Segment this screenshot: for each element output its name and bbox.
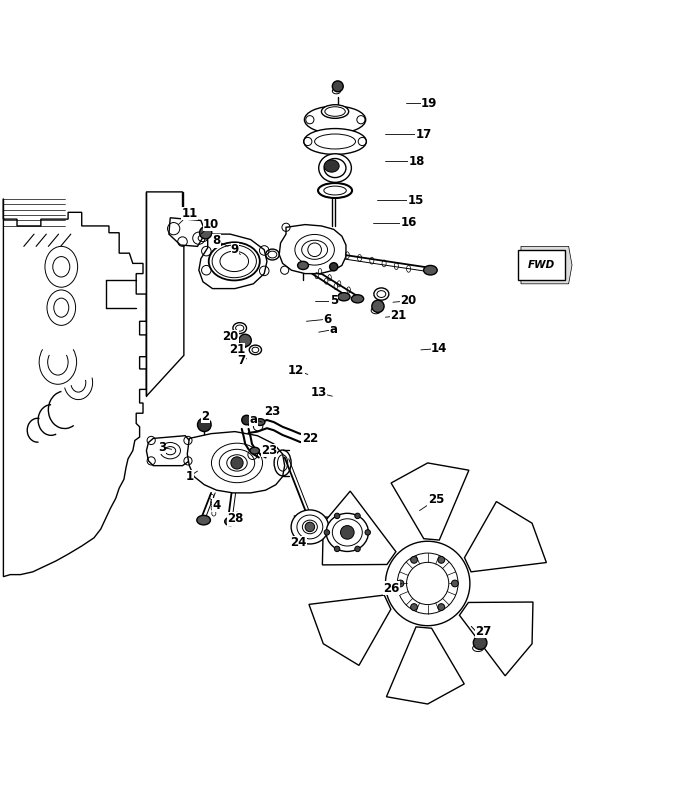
Text: 21: 21 [390,310,407,322]
Text: 20: 20 [222,330,238,343]
Ellipse shape [225,517,236,526]
Ellipse shape [304,128,366,155]
Ellipse shape [326,513,368,551]
Circle shape [372,300,384,313]
Text: 7: 7 [238,355,246,368]
Polygon shape [391,463,469,540]
Circle shape [242,415,251,425]
Circle shape [365,530,370,535]
Ellipse shape [424,265,437,275]
Circle shape [397,580,404,587]
Circle shape [334,546,340,551]
Text: 24: 24 [290,536,306,549]
Text: 18: 18 [409,155,425,168]
Text: 23: 23 [264,405,281,418]
Text: 19: 19 [421,97,437,110]
Polygon shape [386,627,464,704]
Ellipse shape [304,106,366,133]
Circle shape [231,457,243,469]
Text: 20: 20 [400,294,417,307]
Text: 16: 16 [400,216,417,229]
Ellipse shape [351,295,364,303]
Ellipse shape [324,160,339,172]
Polygon shape [279,225,346,273]
Circle shape [332,81,343,92]
Ellipse shape [338,293,350,301]
Circle shape [340,526,354,539]
Polygon shape [521,247,572,284]
Text: FWD: FWD [528,260,555,270]
Ellipse shape [291,510,329,544]
Text: 1: 1 [185,470,193,483]
Polygon shape [460,602,533,675]
Text: 26: 26 [383,582,400,595]
Ellipse shape [321,105,349,118]
Circle shape [385,542,470,625]
Polygon shape [464,501,546,571]
Text: 8: 8 [212,235,221,247]
Circle shape [355,513,360,518]
Ellipse shape [255,418,265,426]
Text: 10: 10 [203,218,219,231]
Polygon shape [3,199,146,576]
Polygon shape [146,436,192,466]
Circle shape [330,263,338,271]
Circle shape [324,530,330,535]
Circle shape [438,604,445,610]
Polygon shape [169,218,206,247]
Polygon shape [199,234,267,289]
Ellipse shape [324,159,346,177]
Text: 22: 22 [302,432,318,445]
Bar [518,250,565,280]
Text: 6: 6 [323,313,331,326]
Text: 28: 28 [227,513,243,526]
Text: 11: 11 [181,207,197,220]
Ellipse shape [250,447,259,454]
Text: 23: 23 [261,444,277,457]
Circle shape [334,513,340,518]
Text: 27: 27 [475,625,492,638]
Circle shape [473,636,487,650]
Text: a: a [249,413,257,426]
Polygon shape [146,192,184,397]
Polygon shape [309,595,391,666]
Text: 12: 12 [288,364,304,377]
Text: 5: 5 [330,294,338,307]
Polygon shape [322,491,396,565]
Circle shape [411,604,417,610]
Polygon shape [187,431,285,493]
Text: 25: 25 [428,493,444,506]
Text: 2: 2 [202,410,210,423]
Ellipse shape [52,256,69,277]
Ellipse shape [45,247,78,287]
Circle shape [197,418,211,431]
Circle shape [239,334,251,347]
Circle shape [438,556,445,563]
Ellipse shape [54,298,69,318]
Text: 21: 21 [229,343,245,356]
Circle shape [200,226,212,239]
Circle shape [305,522,315,532]
Text: 14: 14 [431,342,447,355]
Text: 17: 17 [415,127,432,140]
Circle shape [411,556,417,563]
Text: a: a [330,323,338,336]
Text: 3: 3 [158,441,166,454]
Ellipse shape [47,290,76,326]
Ellipse shape [319,154,351,182]
Text: 15: 15 [407,193,424,206]
Circle shape [452,580,458,587]
Text: 4: 4 [212,499,221,512]
Text: 13: 13 [311,386,327,399]
Text: 9: 9 [231,243,239,256]
Circle shape [355,546,360,551]
Ellipse shape [298,261,308,269]
Ellipse shape [197,515,210,525]
